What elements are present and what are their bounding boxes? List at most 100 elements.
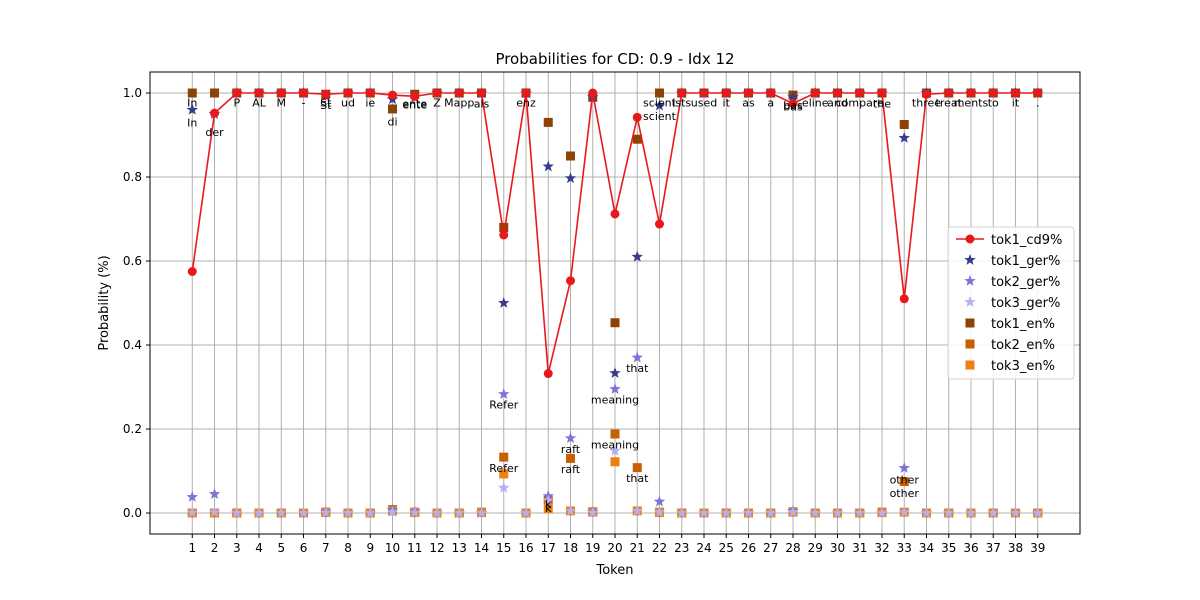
x-tick-label: 13 [452, 541, 467, 555]
x-axis-label: Token [596, 563, 634, 578]
data-point [898, 131, 910, 143]
data-point [699, 88, 709, 98]
annotation-label: Z [433, 97, 441, 110]
data-point [210, 108, 220, 118]
x-tick-label: 29 [808, 541, 823, 555]
y-tick-label: 0.8 [123, 170, 142, 184]
data-point [566, 151, 576, 161]
data-point [453, 507, 465, 518]
data-point [187, 88, 197, 98]
x-tick-label: 23 [674, 541, 689, 555]
x-tick-label: 38 [1008, 541, 1023, 555]
legend-item: tok2_en% [965, 338, 1055, 353]
data-point [921, 89, 931, 99]
data-point [1009, 507, 1022, 518]
data-point [543, 369, 553, 379]
data-point [898, 506, 910, 518]
y-tick-label: 0.0 [123, 506, 142, 520]
data-point [1033, 88, 1043, 98]
annotation-label: In [187, 97, 197, 110]
x-axis: 1 2 3 4 5 6 7 8 9 10 11 12 13 14 15 16 17 18 19 20 21 22 23 24 2… [188, 534, 1045, 555]
x-tick-label: 14 [474, 541, 489, 555]
y-tick-label: 0.6 [123, 254, 142, 268]
data-point [365, 88, 375, 98]
data-point [632, 112, 642, 122]
data-point [944, 88, 954, 98]
data-point [610, 318, 620, 328]
legend-marker [964, 275, 976, 286]
series-tok3-ger [186, 444, 1044, 518]
y-tick-label: 1.0 [123, 86, 142, 100]
data-point [876, 507, 888, 518]
annotation-label: that [626, 472, 649, 485]
y-tick-label: 0.2 [123, 422, 142, 436]
data-point [743, 88, 753, 98]
x-tick-label: 16 [518, 541, 533, 555]
annotation-label: Refer [489, 462, 519, 475]
x-tick-label: 21 [630, 541, 645, 555]
data-point [676, 507, 688, 518]
x-tick-label: 32 [874, 541, 889, 555]
grid-lines [150, 72, 1080, 534]
data-point [499, 230, 509, 240]
x-tick-label: 30 [830, 541, 845, 555]
legend-label: tok1_ger% [991, 254, 1060, 269]
x-tick-label: 22 [652, 541, 667, 555]
data-point [475, 507, 488, 518]
data-point [653, 506, 666, 518]
annotation-label: ists [672, 97, 691, 110]
annotation-label: scient [643, 97, 677, 110]
annotation-label: as [742, 97, 755, 110]
data-point [653, 495, 666, 507]
x-tick-label: 1 [188, 541, 196, 555]
data-point [698, 507, 710, 518]
x-tick-label: 5 [277, 541, 285, 555]
annotation-label: the [873, 98, 891, 111]
annotation-label: meaning [591, 394, 639, 407]
data-point [832, 88, 842, 98]
annotation-label: raft [561, 443, 581, 456]
annotation-label: eline [802, 97, 829, 110]
data-point [520, 507, 532, 518]
data-point [765, 507, 777, 518]
data-point [521, 88, 531, 98]
annotation-label: enz [516, 97, 536, 110]
annotation-label: k [545, 498, 552, 511]
data-point [231, 507, 243, 518]
legend-item: tok3_ger% [964, 296, 1060, 311]
data-point [610, 209, 620, 219]
data-point [477, 88, 487, 98]
data-point [610, 457, 620, 467]
data-point [966, 88, 976, 98]
annotation-label: der [205, 126, 224, 139]
data-point [721, 88, 731, 98]
data-point [1032, 507, 1044, 518]
data-point [766, 88, 776, 98]
annotation-label: compare [836, 97, 884, 110]
data-point [297, 507, 310, 518]
data-point [564, 504, 577, 516]
annotation-label: als [474, 98, 490, 111]
data-point [543, 117, 553, 127]
annotation-label: St [320, 99, 332, 112]
data-point [409, 506, 421, 518]
y-tick-label: 0.4 [123, 338, 142, 352]
legend-marker [964, 254, 976, 265]
data-point [566, 276, 576, 286]
data-point [787, 506, 799, 518]
x-tick-label: 4 [255, 541, 263, 555]
annotation-label: to [988, 97, 999, 110]
data-point [431, 507, 443, 518]
annotation-label: ments [954, 97, 989, 110]
data-point [742, 507, 755, 518]
data-point [899, 294, 909, 304]
annotation-label: treat [936, 97, 963, 110]
data-point [587, 506, 599, 518]
legend-label: tok2_ger% [991, 275, 1060, 290]
data-point [943, 507, 955, 518]
data-point [499, 469, 509, 479]
data-point [299, 88, 309, 98]
x-tick-label: 39 [1030, 541, 1045, 555]
legend-box [947, 226, 1075, 380]
